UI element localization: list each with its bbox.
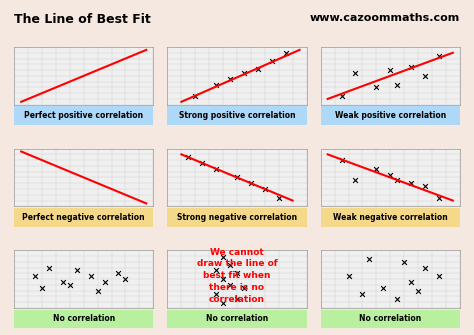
Point: [219, 255, 227, 260]
Text: The Line of Best Fit: The Line of Best Fit: [14, 13, 151, 26]
Point: [393, 82, 401, 87]
Point: [212, 82, 220, 87]
Point: [261, 186, 269, 192]
Point: [45, 265, 53, 270]
Point: [421, 265, 429, 270]
Point: [66, 282, 73, 287]
Point: [87, 273, 94, 279]
Point: [373, 85, 380, 90]
Point: [435, 273, 443, 279]
Point: [184, 154, 192, 160]
Point: [73, 268, 81, 273]
Point: [386, 67, 394, 73]
Point: [393, 296, 401, 302]
Point: [401, 259, 408, 264]
Text: Weak positive correlation: Weak positive correlation: [335, 111, 446, 120]
Point: [421, 184, 429, 189]
Point: [233, 175, 241, 180]
Text: Strong negative correlation: Strong negative correlation: [177, 213, 297, 222]
Point: [122, 276, 129, 282]
Point: [407, 279, 415, 285]
Text: We cannot
draw the line of
best fit when
there is no
correlation: We cannot draw the line of best fit when…: [197, 248, 277, 304]
Point: [373, 166, 380, 172]
Point: [386, 172, 394, 177]
Point: [59, 279, 67, 285]
Point: [352, 178, 359, 183]
Point: [212, 268, 220, 273]
Point: [338, 93, 346, 99]
Point: [212, 291, 220, 296]
Text: No correlation: No correlation: [53, 315, 115, 324]
Point: [240, 70, 248, 76]
Point: [275, 195, 283, 200]
Point: [407, 181, 415, 186]
Point: [199, 160, 206, 166]
Point: [380, 285, 387, 290]
Point: [233, 296, 241, 302]
Point: [365, 256, 373, 262]
Point: [393, 178, 401, 183]
Point: [414, 288, 422, 293]
Point: [421, 73, 429, 78]
Point: [435, 53, 443, 58]
Point: [435, 195, 443, 200]
Point: [226, 262, 234, 267]
Point: [226, 282, 234, 287]
Point: [338, 157, 346, 163]
Point: [359, 291, 366, 296]
Text: Perfect negative correlation: Perfect negative correlation: [22, 213, 145, 222]
Point: [240, 285, 248, 290]
Text: www.cazoommaths.com: www.cazoommaths.com: [310, 13, 460, 23]
Point: [352, 70, 359, 76]
Point: [212, 166, 220, 172]
Point: [233, 271, 241, 276]
Point: [226, 76, 234, 81]
Text: Perfect positive correlation: Perfect positive correlation: [24, 111, 143, 120]
Text: Strong positive correlation: Strong positive correlation: [179, 111, 295, 120]
Point: [345, 273, 352, 279]
Point: [268, 59, 275, 64]
Text: Weak negative correlation: Weak negative correlation: [333, 213, 447, 222]
Point: [31, 273, 39, 279]
Text: No correlation: No correlation: [359, 315, 421, 324]
Point: [407, 65, 415, 70]
Text: No correlation: No correlation: [206, 315, 268, 324]
Point: [247, 181, 255, 186]
Point: [219, 300, 227, 306]
Point: [101, 279, 109, 285]
Point: [94, 288, 101, 293]
Point: [38, 285, 46, 290]
Point: [254, 66, 262, 72]
Point: [115, 271, 122, 276]
Point: [219, 276, 227, 282]
Point: [282, 50, 290, 55]
Point: [191, 93, 199, 99]
